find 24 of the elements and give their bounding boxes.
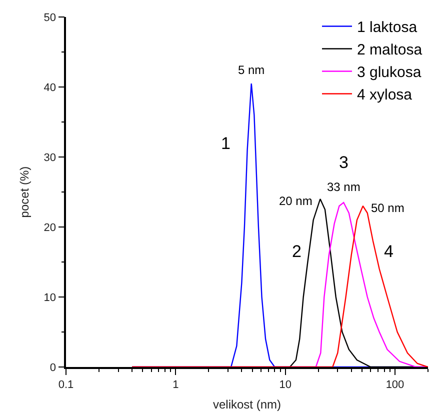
annotation: 2 — [292, 242, 302, 261]
y-tick-label: 20 — [44, 222, 56, 234]
x-tick-label: 1 — [172, 378, 179, 391]
y-tick-label: 0 — [50, 362, 56, 374]
legend-label: 2 maltosa — [357, 42, 423, 59]
legend-label: 1 laktosa — [357, 19, 418, 36]
y-tick-label: 10 — [44, 292, 56, 304]
y-tick-label: 30 — [44, 152, 56, 164]
x-axis-title: velikost (nm) — [212, 397, 282, 412]
y-axis-title: pocet (%) — [18, 166, 32, 218]
x-tick-label: 100 — [386, 378, 404, 391]
annotation: 33 nm — [327, 180, 360, 194]
x-tick-label: 10 — [279, 378, 292, 391]
y-tick-label: 40 — [44, 82, 56, 94]
annotation: 4 — [384, 242, 394, 261]
annotation: 50 nm — [371, 201, 404, 215]
legend-label: 3 glukosa — [357, 64, 422, 82]
y-tick-label: 50 — [44, 12, 56, 24]
annotation: 5 nm — [238, 63, 265, 77]
annotation: 3 — [339, 153, 348, 172]
x-tick-label: 0.1 — [58, 378, 74, 391]
annotation: 20 nm — [279, 194, 312, 208]
annotation: 1 — [221, 134, 230, 153]
legend-label: 4 xylosa — [357, 86, 413, 104]
